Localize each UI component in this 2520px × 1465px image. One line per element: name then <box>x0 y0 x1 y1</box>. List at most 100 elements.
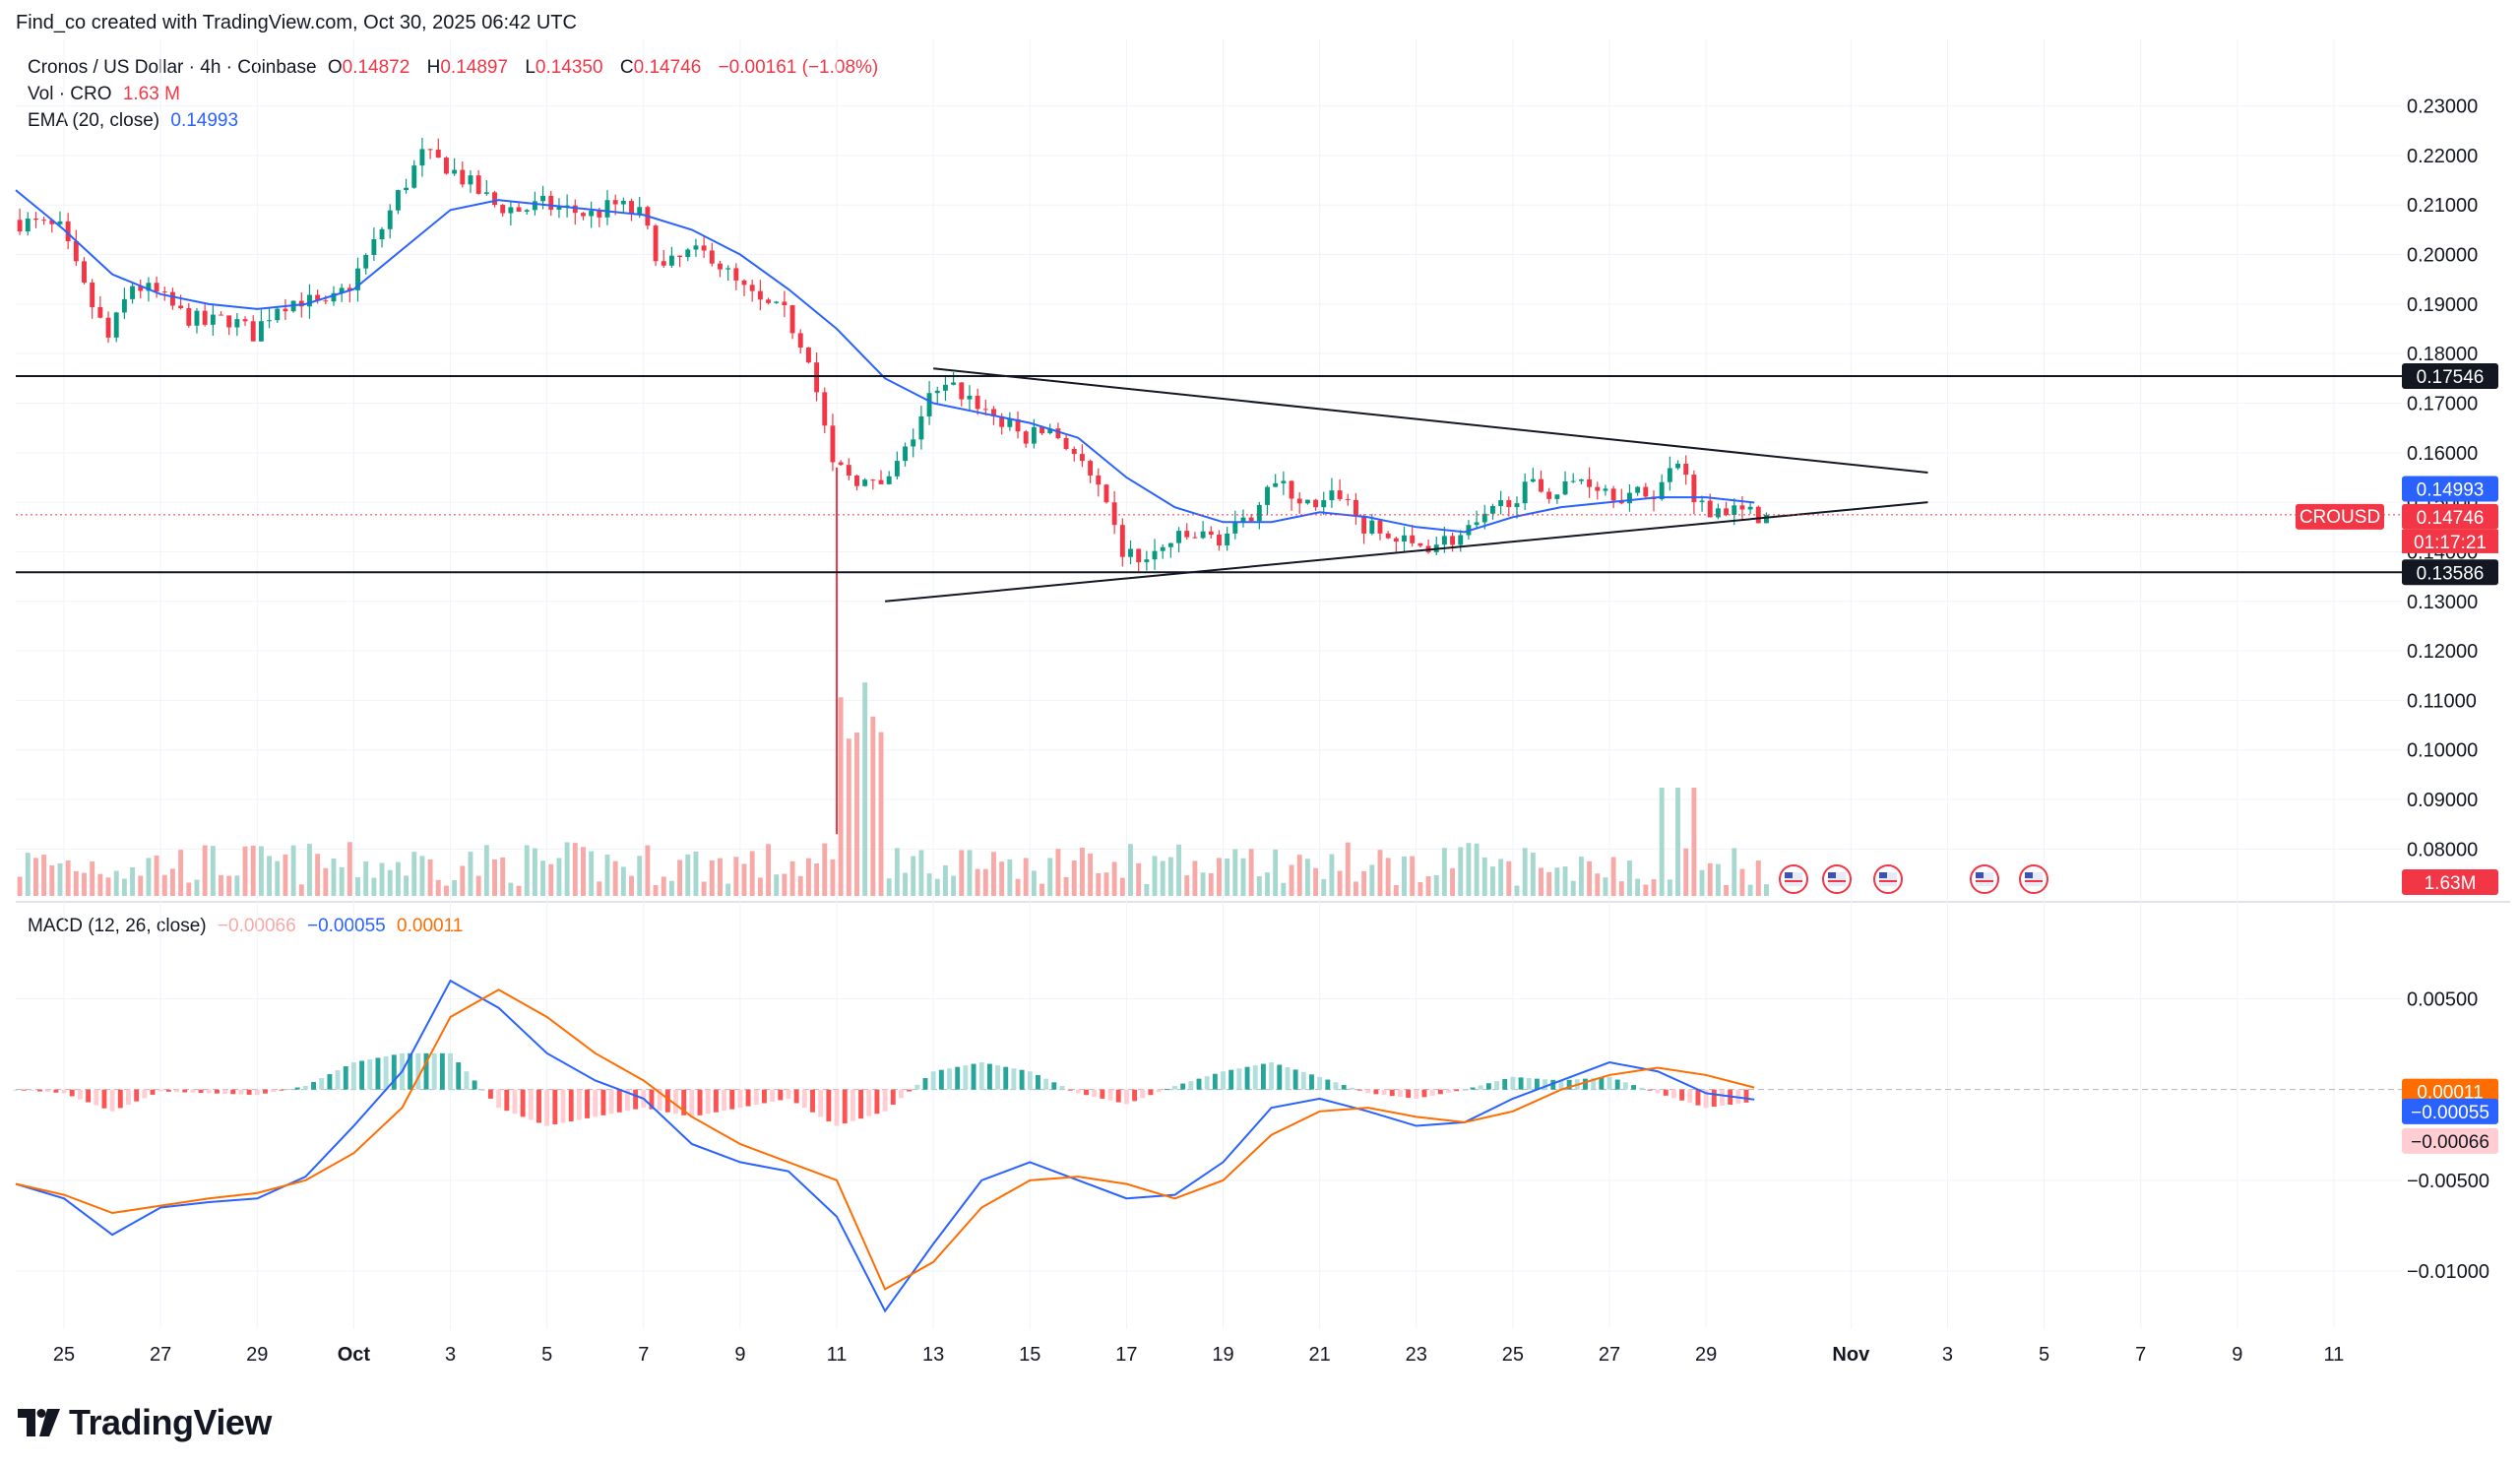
volume-bar <box>564 842 570 896</box>
macd-histogram-bar <box>350 1062 356 1090</box>
candle-body <box>242 319 248 322</box>
macd-histogram-bar <box>109 1089 115 1112</box>
macd-histogram-bar <box>359 1060 365 1090</box>
volume-bar <box>1369 864 1375 896</box>
volume-bar <box>757 877 763 896</box>
macd-histogram-bar <box>408 1052 413 1090</box>
volume-bar <box>1466 843 1472 896</box>
candle-body <box>1627 492 1632 504</box>
macd-histogram-bar <box>21 1089 27 1091</box>
candle-body <box>1410 535 1416 543</box>
candle-body <box>999 415 1005 427</box>
candle-body <box>1764 514 1769 524</box>
volume-bar <box>1144 883 1150 896</box>
candle-body <box>975 395 980 410</box>
volume-bar <box>258 846 264 896</box>
candle-body <box>822 392 828 426</box>
candle-body <box>572 205 578 214</box>
candle-body <box>540 195 546 202</box>
candle-body <box>1450 536 1456 545</box>
candle-body <box>1345 498 1351 500</box>
candle-body <box>1063 437 1069 449</box>
macd-histogram-bar <box>1614 1079 1620 1090</box>
macd-histogram-bar <box>1510 1076 1516 1090</box>
volume-bar <box>1635 878 1641 896</box>
volume-bar <box>1088 853 1094 896</box>
candle-body <box>267 320 273 322</box>
candle-body <box>194 310 200 326</box>
volume-bar <box>1402 856 1407 896</box>
macd-histogram-bar <box>1236 1068 1242 1090</box>
candle-body <box>653 225 659 262</box>
ema-label[interactable]: EMA (20, close) <box>28 110 160 131</box>
tradingview-logo[interactable]: TradingView <box>18 1402 272 1443</box>
candle-body <box>1683 463 1689 476</box>
volume-bar <box>982 868 988 896</box>
macd-histogram-bar <box>1285 1066 1291 1090</box>
candle-body <box>1289 480 1294 499</box>
candle-body <box>323 300 329 302</box>
macd-histogram-bar <box>464 1071 470 1090</box>
candle-body <box>1635 486 1641 493</box>
macd-histogram-bar <box>1269 1062 1275 1090</box>
macd-histogram-bar <box>1067 1089 1073 1091</box>
volume-bar <box>1071 860 1077 896</box>
time-tick-label: 7 <box>2135 1344 2146 1366</box>
volume-bar <box>797 875 803 896</box>
macd-histogram-bar <box>190 1089 196 1093</box>
volume-bar <box>355 877 360 896</box>
macd-label[interactable]: MACD (12, 26, close) <box>28 916 207 936</box>
candle-body <box>41 220 47 222</box>
candle-body <box>307 294 312 307</box>
macd-histogram-bar <box>1019 1069 1025 1090</box>
macd-histogram-bar <box>423 1052 429 1090</box>
candle-body <box>1707 500 1713 518</box>
volume-bar <box>57 862 63 896</box>
macd-histogram-bar <box>1341 1085 1347 1090</box>
candle-body <box>419 149 425 166</box>
candle-body <box>444 158 449 174</box>
volume-bar <box>1240 858 1246 896</box>
time-tick-label: 5 <box>2039 1344 2049 1366</box>
macd-histogram-bar <box>786 1089 791 1099</box>
candle-body <box>1659 481 1665 500</box>
macd-histogram-bar <box>947 1068 952 1090</box>
change-value: −0.00161 (−1.08%) <box>718 57 879 78</box>
candle-body <box>782 301 788 306</box>
candle-body <box>73 240 79 262</box>
macd-signal-value: 0.00011 <box>397 916 464 936</box>
macd-histogram-bar <box>472 1080 477 1090</box>
macd-line <box>15 979 1755 1313</box>
candle-body <box>1643 486 1649 497</box>
volume-bar <box>1458 847 1464 896</box>
candle-body <box>685 249 691 258</box>
brand-name: TradingView <box>69 1402 272 1442</box>
volume-bar <box>427 859 433 896</box>
countdown-badge-text: 01:17:21 <box>2414 533 2487 553</box>
macd-histogram-bar <box>1051 1082 1057 1090</box>
macd-histogram-bar <box>600 1089 606 1115</box>
candle-body <box>741 280 747 286</box>
volume-bar <box>1160 860 1166 896</box>
macd-histogram-bar <box>778 1089 784 1101</box>
volume-bar <box>508 882 514 896</box>
close-value: 0.14746 <box>633 57 702 78</box>
volume-bar <box>999 861 1005 896</box>
time-tick-label: 5 <box>541 1344 552 1366</box>
candle-body <box>1732 505 1737 516</box>
price-chart[interactable]: 0.23000 0.22000 0.21000 0.20000 0.19000 0.180… <box>0 0 2520 1388</box>
macd-histogram-bar <box>1437 1089 1443 1095</box>
volume-bar <box>1111 861 1117 896</box>
candle-body <box>725 268 731 270</box>
candle-body <box>113 312 119 338</box>
candle-body <box>32 219 38 221</box>
symbol-name[interactable]: Cronos / US Dollar · 4h · Coinbase <box>28 57 317 78</box>
macd-histogram-bar <box>568 1089 574 1121</box>
volume-bar <box>1546 871 1552 896</box>
macd-histogram-bar <box>1720 1089 1725 1107</box>
volume-label[interactable]: Vol · CRO <box>28 84 112 104</box>
candle-body <box>65 221 71 241</box>
time-tick-label: 29 <box>1695 1344 1717 1366</box>
macd-histogram-bar <box>13 1089 19 1091</box>
candle-body <box>219 314 223 316</box>
